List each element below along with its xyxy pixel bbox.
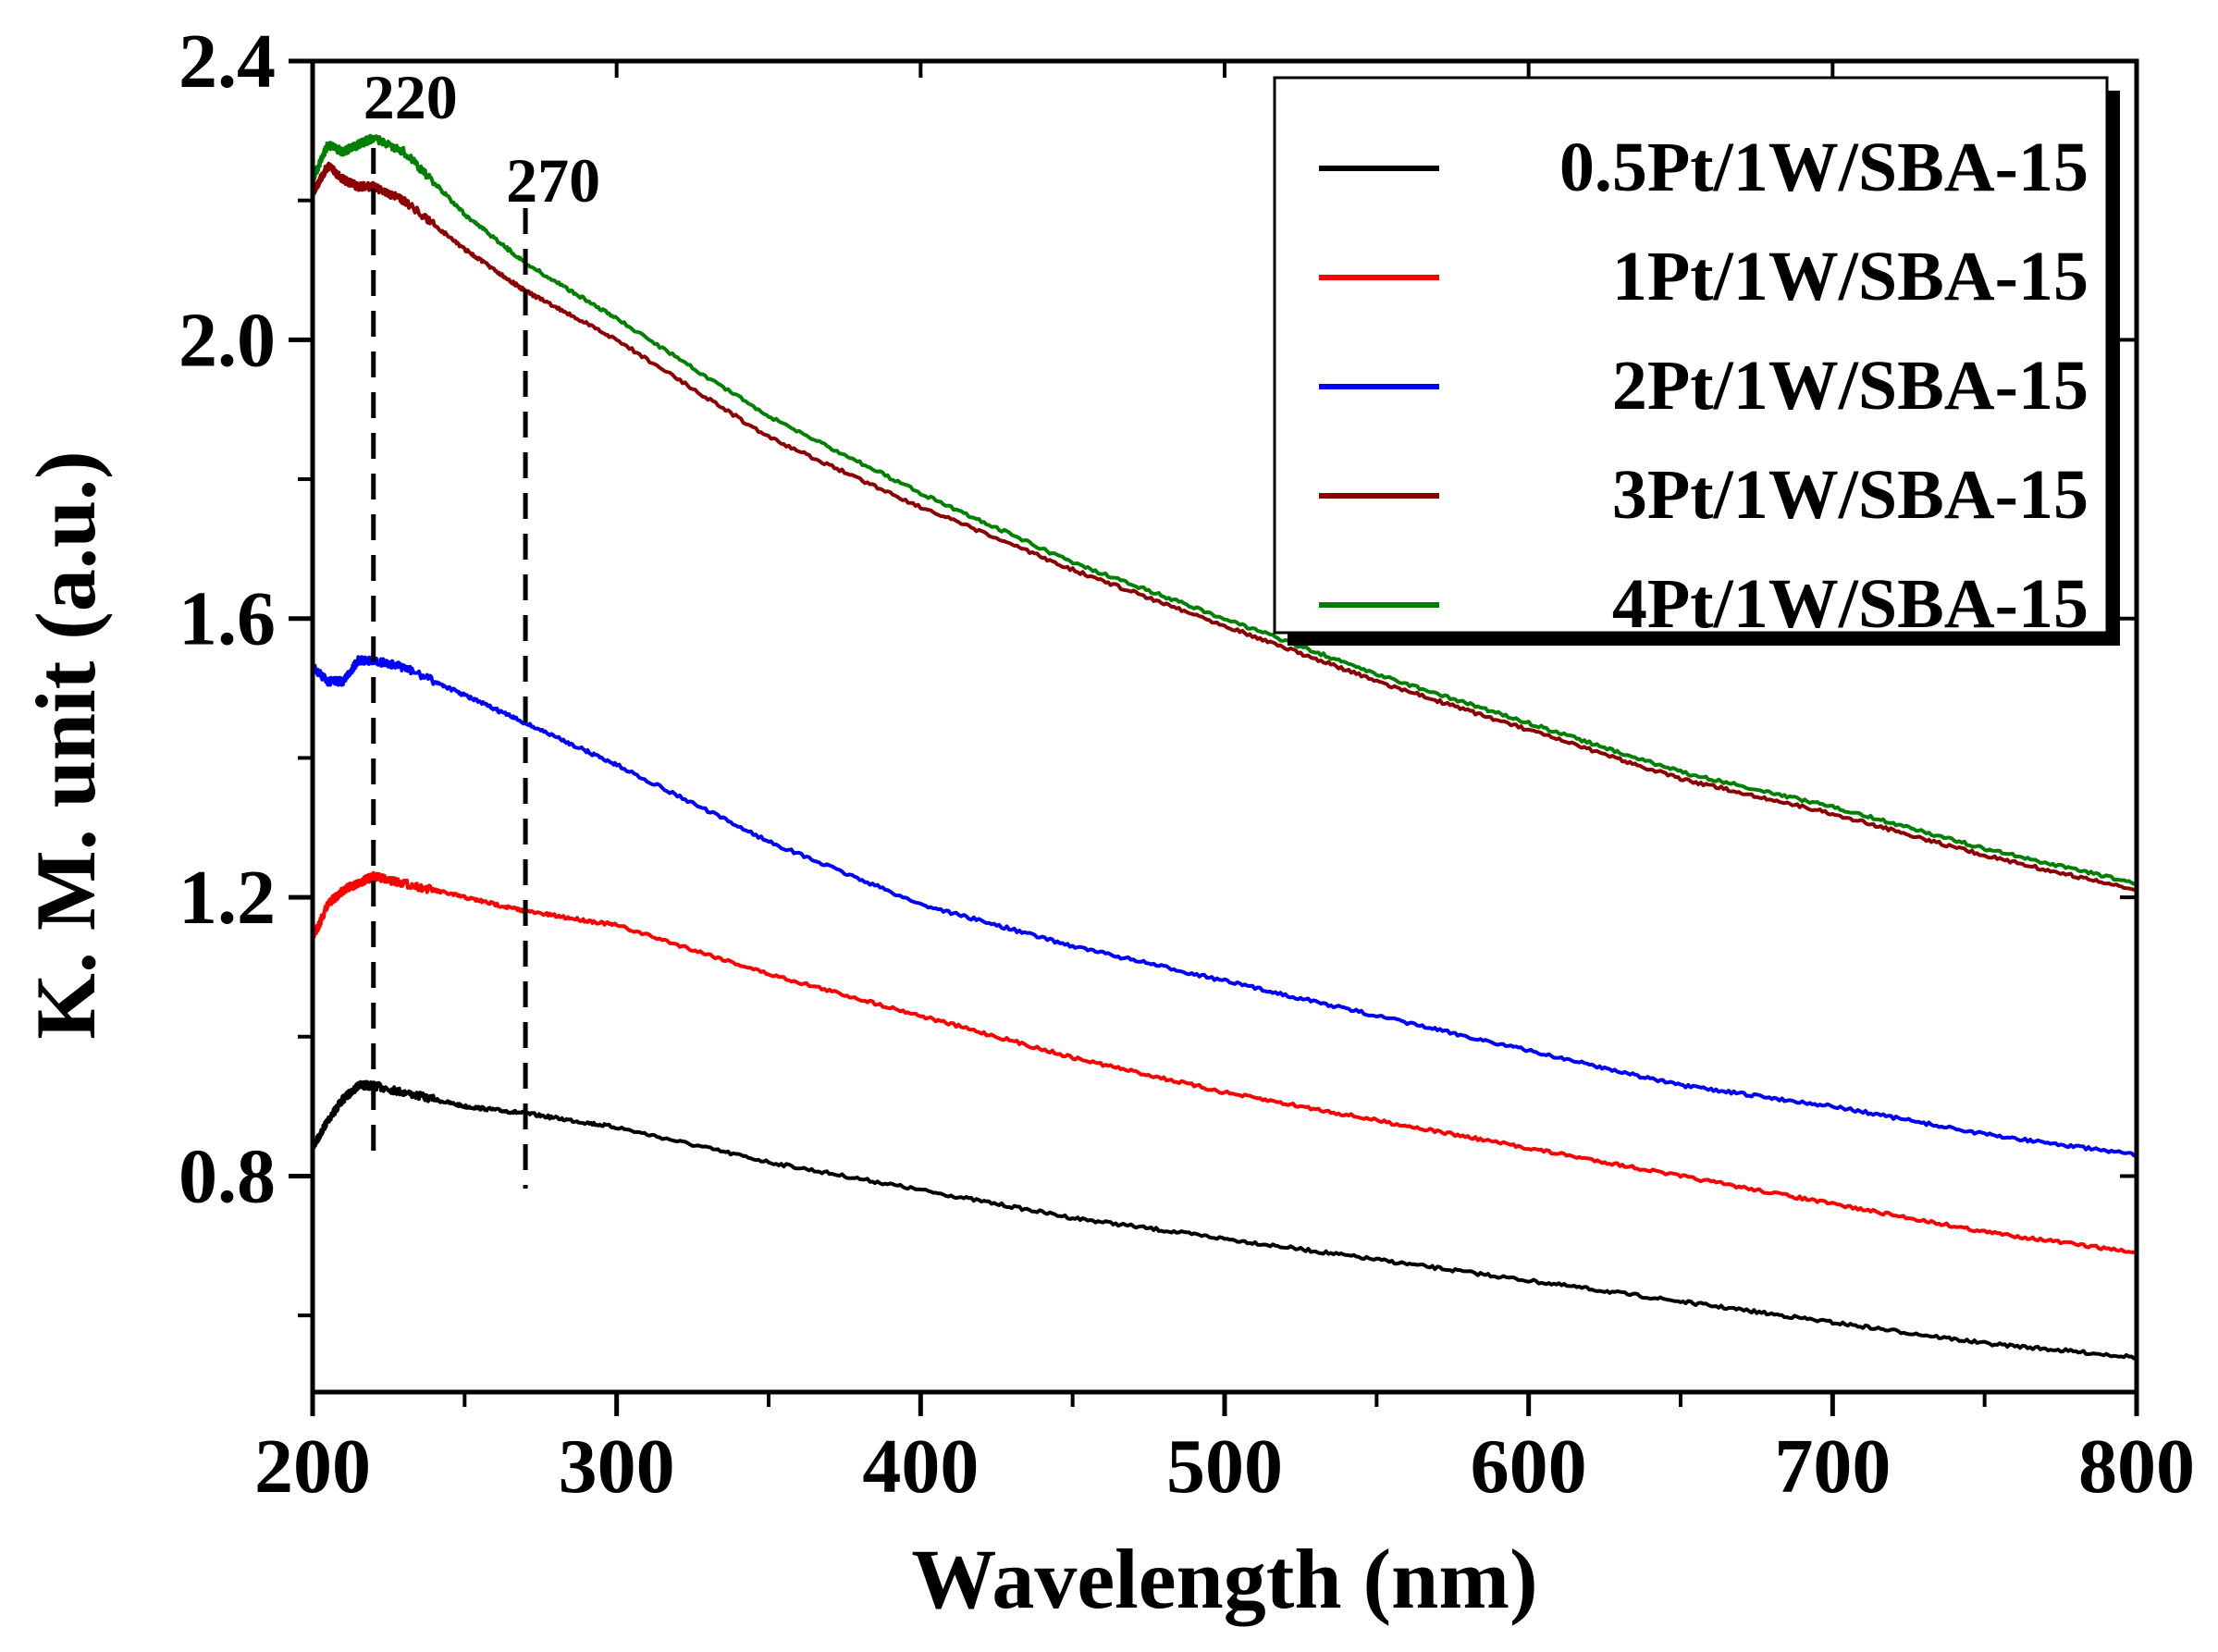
series-line-2	[311, 655, 2138, 1158]
legend-label-1: 1Pt/1W/SBA-15	[1612, 238, 2089, 315]
y-tick-label-2: 2.0	[179, 297, 276, 383]
legend-label-4: 4Pt/1W/SBA-15	[1612, 565, 2089, 643]
y-tick-label-2.4: 2.4	[179, 18, 276, 105]
series-line-1	[311, 870, 2138, 1255]
annotation-label-270: 270	[506, 145, 600, 216]
series-layer	[311, 133, 2138, 1361]
y-tick-label-1.6: 1.6	[179, 576, 276, 662]
x-axis-title: Wavelength (nm)	[911, 1532, 1537, 1626]
y-axis-title: K. M. unit (a.u.)	[18, 450, 113, 1039]
legend-label-3: 3Pt/1W/SBA-15	[1612, 456, 2089, 534]
annotation-layer: 220 270	[364, 62, 600, 1189]
legend: 0.5Pt/1W/SBA-15 1Pt/1W/SBA-15 2Pt/1W/SBA-1…	[1273, 76, 2120, 646]
x-tick-label-700: 700	[1774, 1424, 1891, 1510]
x-tick-label-500: 500	[1166, 1424, 1283, 1510]
tick-label-layer: 200 300 400 500 600 700 800 0.8 1.2 1.6 2.0 2.4	[179, 18, 2195, 1510]
legend-label-2: 2Pt/1W/SBA-15	[1612, 347, 2089, 425]
x-tick-label-300: 300	[559, 1424, 675, 1510]
x-tick-label-200: 200	[254, 1424, 371, 1510]
series-line-4	[311, 133, 2138, 886]
series-line-3	[311, 161, 2138, 893]
legend-label-0: 0.5Pt/1W/SBA-15	[1559, 129, 2089, 206]
x-tick-label-600: 600	[1471, 1424, 1587, 1510]
series-line-0	[311, 1079, 2138, 1361]
annotation-label-220: 220	[364, 62, 458, 132]
y-tick-label-1.2: 1.2	[179, 855, 276, 941]
x-tick-label-400: 400	[862, 1424, 979, 1510]
y-tick-label-0.8: 0.8	[179, 1133, 276, 1219]
x-tick-label-800: 800	[2078, 1424, 2195, 1510]
tick-layer	[289, 58, 2139, 1416]
